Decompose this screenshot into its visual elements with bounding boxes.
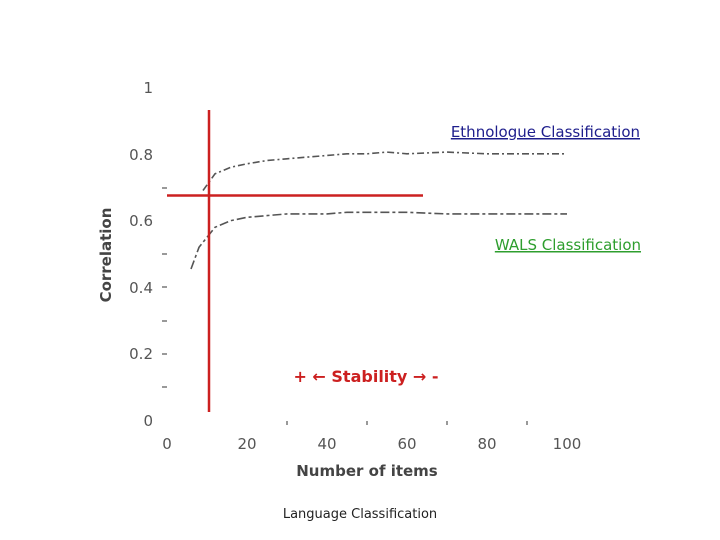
y-tick-label: 0.8 — [129, 146, 153, 164]
x-tick-label: 100 — [553, 435, 582, 453]
slide-footer: Language Classification — [282, 507, 438, 522]
x-tick-label: 0 — [162, 435, 172, 453]
stability-annotation: + ← Stability → - — [293, 367, 438, 386]
series-label-ethnologue: Ethnologue Classification — [451, 123, 640, 141]
y-tick-labels: 0 0.2 0.4 0.6 0.8 1 — [129, 79, 153, 430]
y-axis-label: Correlation — [97, 208, 115, 303]
y-tick-label: 1 — [143, 79, 153, 97]
y-tick-label: 0.2 — [129, 345, 153, 363]
x-axis-label: Number of items — [296, 462, 438, 480]
x-tick-labels: 0 20 40 60 80 100 — [162, 435, 581, 453]
y-tick-label: 0 — [143, 412, 153, 430]
x-tick-label: 80 — [477, 435, 496, 453]
series-line-ethnologue — [202, 151, 567, 191]
series-label-wals: WALS Classification — [495, 236, 641, 254]
y-minor-ticks — [162, 187, 167, 388]
series-line-wals — [190, 211, 567, 270]
y-tick-label: 0.4 — [129, 279, 153, 297]
y-tick-label: 0.6 — [129, 212, 153, 230]
x-tick-label: 60 — [397, 435, 416, 453]
x-minor-ticks — [286, 421, 528, 425]
x-tick-label: 40 — [317, 435, 336, 453]
x-tick-label: 20 — [237, 435, 256, 453]
